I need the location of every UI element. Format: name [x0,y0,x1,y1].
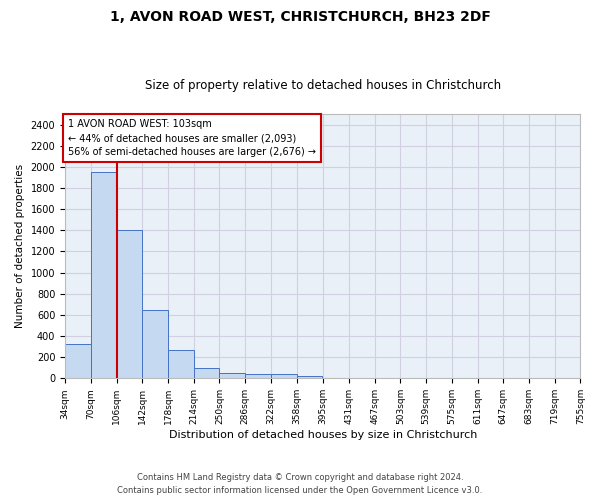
Bar [65,344,91,378]
Title: Size of property relative to detached houses in Christchurch: Size of property relative to detached ho… [145,79,501,92]
Bar [168,350,194,378]
Bar [220,374,245,378]
Bar [194,368,220,378]
Bar [245,374,271,378]
Bar [142,310,168,378]
Text: Contains HM Land Registry data © Crown copyright and database right 2024.
Contai: Contains HM Land Registry data © Crown c… [118,473,482,495]
Text: 1, AVON ROAD WEST, CHRISTCHURCH, BH23 2DF: 1, AVON ROAD WEST, CHRISTCHURCH, BH23 2D… [110,10,490,24]
Bar [271,374,296,378]
Text: 1 AVON ROAD WEST: 103sqm
← 44% of detached houses are smaller (2,093)
56% of sem: 1 AVON ROAD WEST: 103sqm ← 44% of detach… [68,120,316,158]
Bar [91,172,116,378]
Bar [296,376,322,378]
Y-axis label: Number of detached properties: Number of detached properties [15,164,25,328]
X-axis label: Distribution of detached houses by size in Christchurch: Distribution of detached houses by size … [169,430,477,440]
Bar [116,230,142,378]
